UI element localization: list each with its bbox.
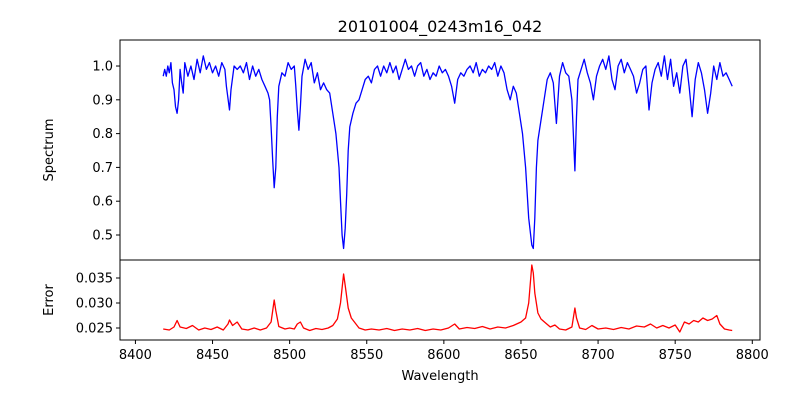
- spectrum-y-tick-label: 1.0: [92, 60, 113, 75]
- x-tick-label: 8500: [273, 348, 306, 363]
- x-tick-label: 8450: [196, 348, 229, 363]
- error-axes-frame: [119, 259, 761, 341]
- x-tick-label: 8550: [350, 348, 383, 363]
- spectrum-line: [162, 55, 733, 250]
- error-y-tick-label: 0.035: [76, 272, 113, 287]
- x-tick-label: 8750: [659, 348, 692, 363]
- x-tick-label: 8650: [504, 348, 537, 363]
- x-tick-label: 8800: [736, 348, 769, 363]
- spectrum-y-axis-label: Spectrum: [42, 119, 57, 182]
- spectrum-y-tick-label: 0.8: [92, 127, 113, 142]
- error-y-axis-label: Error: [42, 284, 57, 316]
- x-axis-label: Wavelength: [401, 369, 478, 384]
- x-tick-label: 8700: [582, 348, 615, 363]
- spectrum-y-tick-label: 0.6: [92, 195, 113, 210]
- spectrum-y-tick-label: 0.5: [92, 228, 113, 243]
- x-tick-label: 8600: [427, 348, 460, 363]
- error-line: [163, 264, 733, 333]
- chart-title: 20101004_0243m16_042: [338, 17, 543, 37]
- error-y-tick-label: 0.025: [76, 322, 113, 337]
- error-axes: 0.025 0.030 0.035 8400 8450 8500 8550 8600 8650 8…: [76, 259, 769, 363]
- error-y-tick-label: 0.030: [76, 297, 113, 312]
- spectrum-y-tick-label: 0.7: [92, 161, 113, 176]
- spectrum-y-tick-label: 0.9: [92, 93, 113, 108]
- x-tick-label: 8400: [119, 348, 152, 363]
